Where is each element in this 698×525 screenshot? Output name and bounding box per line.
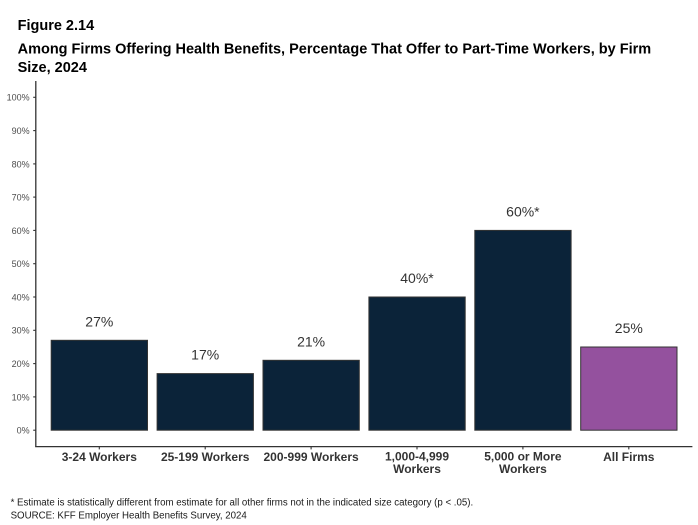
svg-text:100%: 100%	[7, 93, 30, 103]
svg-text:27%: 27%	[85, 313, 113, 329]
svg-text:0%: 0%	[17, 426, 30, 436]
svg-text:20%: 20%	[12, 359, 30, 369]
svg-text:25%: 25%	[615, 320, 643, 336]
svg-text:21%: 21%	[297, 333, 325, 349]
svg-text:* Estimate is statistically di: * Estimate is statistically different fr…	[11, 497, 474, 508]
svg-text:25-199 Workers: 25-199 Workers	[161, 450, 250, 464]
svg-text:30%: 30%	[12, 326, 30, 336]
svg-text:60%*: 60%*	[506, 203, 540, 219]
svg-text:SOURCE: KFF Employer Health Be: SOURCE: KFF Employer Health Benefits Sur…	[11, 510, 248, 521]
svg-text:Among Firms Offering Health Be: Among Firms Offering Health Benefits, Pe…	[18, 42, 652, 58]
svg-text:40%*: 40%*	[400, 270, 434, 286]
svg-text:1,000-4,999: 1,000-4,999	[385, 450, 449, 464]
svg-text:Figure 2.14: Figure 2.14	[18, 18, 95, 34]
svg-text:Size, 2024: Size, 2024	[18, 60, 87, 76]
svg-text:40%: 40%	[12, 292, 30, 302]
svg-text:200-999 Workers: 200-999 Workers	[264, 450, 360, 464]
svg-text:50%: 50%	[12, 259, 30, 269]
svg-text:5,000 or More: 5,000 or More	[484, 450, 562, 464]
svg-text:17%: 17%	[191, 347, 219, 363]
svg-text:60%: 60%	[12, 226, 30, 236]
svg-text:90%: 90%	[12, 126, 30, 136]
svg-text:Workers: Workers	[393, 462, 441, 476]
svg-text:All Firms: All Firms	[603, 450, 655, 464]
svg-text:Workers: Workers	[499, 462, 547, 476]
svg-text:3-24 Workers: 3-24 Workers	[62, 450, 137, 464]
svg-text:80%: 80%	[12, 159, 30, 169]
svg-text:70%: 70%	[12, 193, 30, 203]
svg-text:10%: 10%	[12, 392, 30, 402]
